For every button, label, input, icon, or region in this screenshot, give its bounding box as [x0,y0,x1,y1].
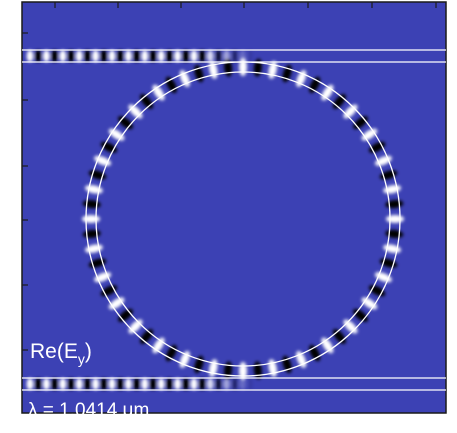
field-lobe [232,50,239,62]
field-lobe [158,378,165,390]
field-lobe [191,50,198,62]
page: Re(Ey) λ = 1.0414 μm (() => { const data… [0,0,457,433]
field-lobe [223,50,230,62]
field-lobe [199,50,206,62]
wavelength-label: λ = 1.0414 μm [28,400,149,421]
field-lobe [150,50,157,62]
field-lobe [125,50,132,62]
field-lobe [158,50,165,62]
field-lobe [117,378,124,390]
field-lobe [133,378,140,390]
field-lobe [240,50,247,62]
field-lobe [182,50,189,62]
field-lobe [386,215,404,223]
field-lobe [76,378,83,390]
field-lobe [215,378,222,390]
field-lobe [191,378,198,390]
field-lobe [166,378,173,390]
field-plot: Re(Ey) λ = 1.0414 μm [0,0,457,433]
field-lobe [166,50,173,62]
field-lobe [27,50,34,62]
field-lobe [150,378,157,390]
field-lobe [100,50,107,62]
field-lobe [174,50,181,62]
field-lobe [109,50,116,62]
field-lobe [82,215,100,223]
field-lobe [51,50,58,62]
field-lobe [207,378,214,390]
field-lobe [100,378,107,390]
field-lobe [240,378,247,390]
field-lobe [43,378,50,390]
field-lobe [199,378,206,390]
field-lobe [125,378,132,390]
field-lobe [35,378,42,390]
field-lobe [239,362,247,380]
field-lobe [84,50,91,62]
field-lobe [59,378,66,390]
field-lobe [92,378,99,390]
field-lobe [215,50,222,62]
field-lobe [248,378,255,390]
field-lobe [51,378,58,390]
field-lobe [248,50,255,62]
field-lobe [141,378,148,390]
field-lobe [207,50,214,62]
field-lobe [141,50,148,62]
field-lobe [43,50,50,62]
field-lobe [174,378,181,390]
field-lobe [27,378,34,390]
field-lobe [109,378,116,390]
field-lobe [117,50,124,62]
field-lobe [35,50,42,62]
field-lobe [68,50,75,62]
field-lobe [133,50,140,62]
field-lobe [84,378,91,390]
field-lobe [59,50,66,62]
field-lobe [68,378,75,390]
field-lobe [76,50,83,62]
field-lobe [182,378,189,390]
field-lobe [232,378,239,390]
field-lobe [223,378,230,390]
field-lobe [92,50,99,62]
